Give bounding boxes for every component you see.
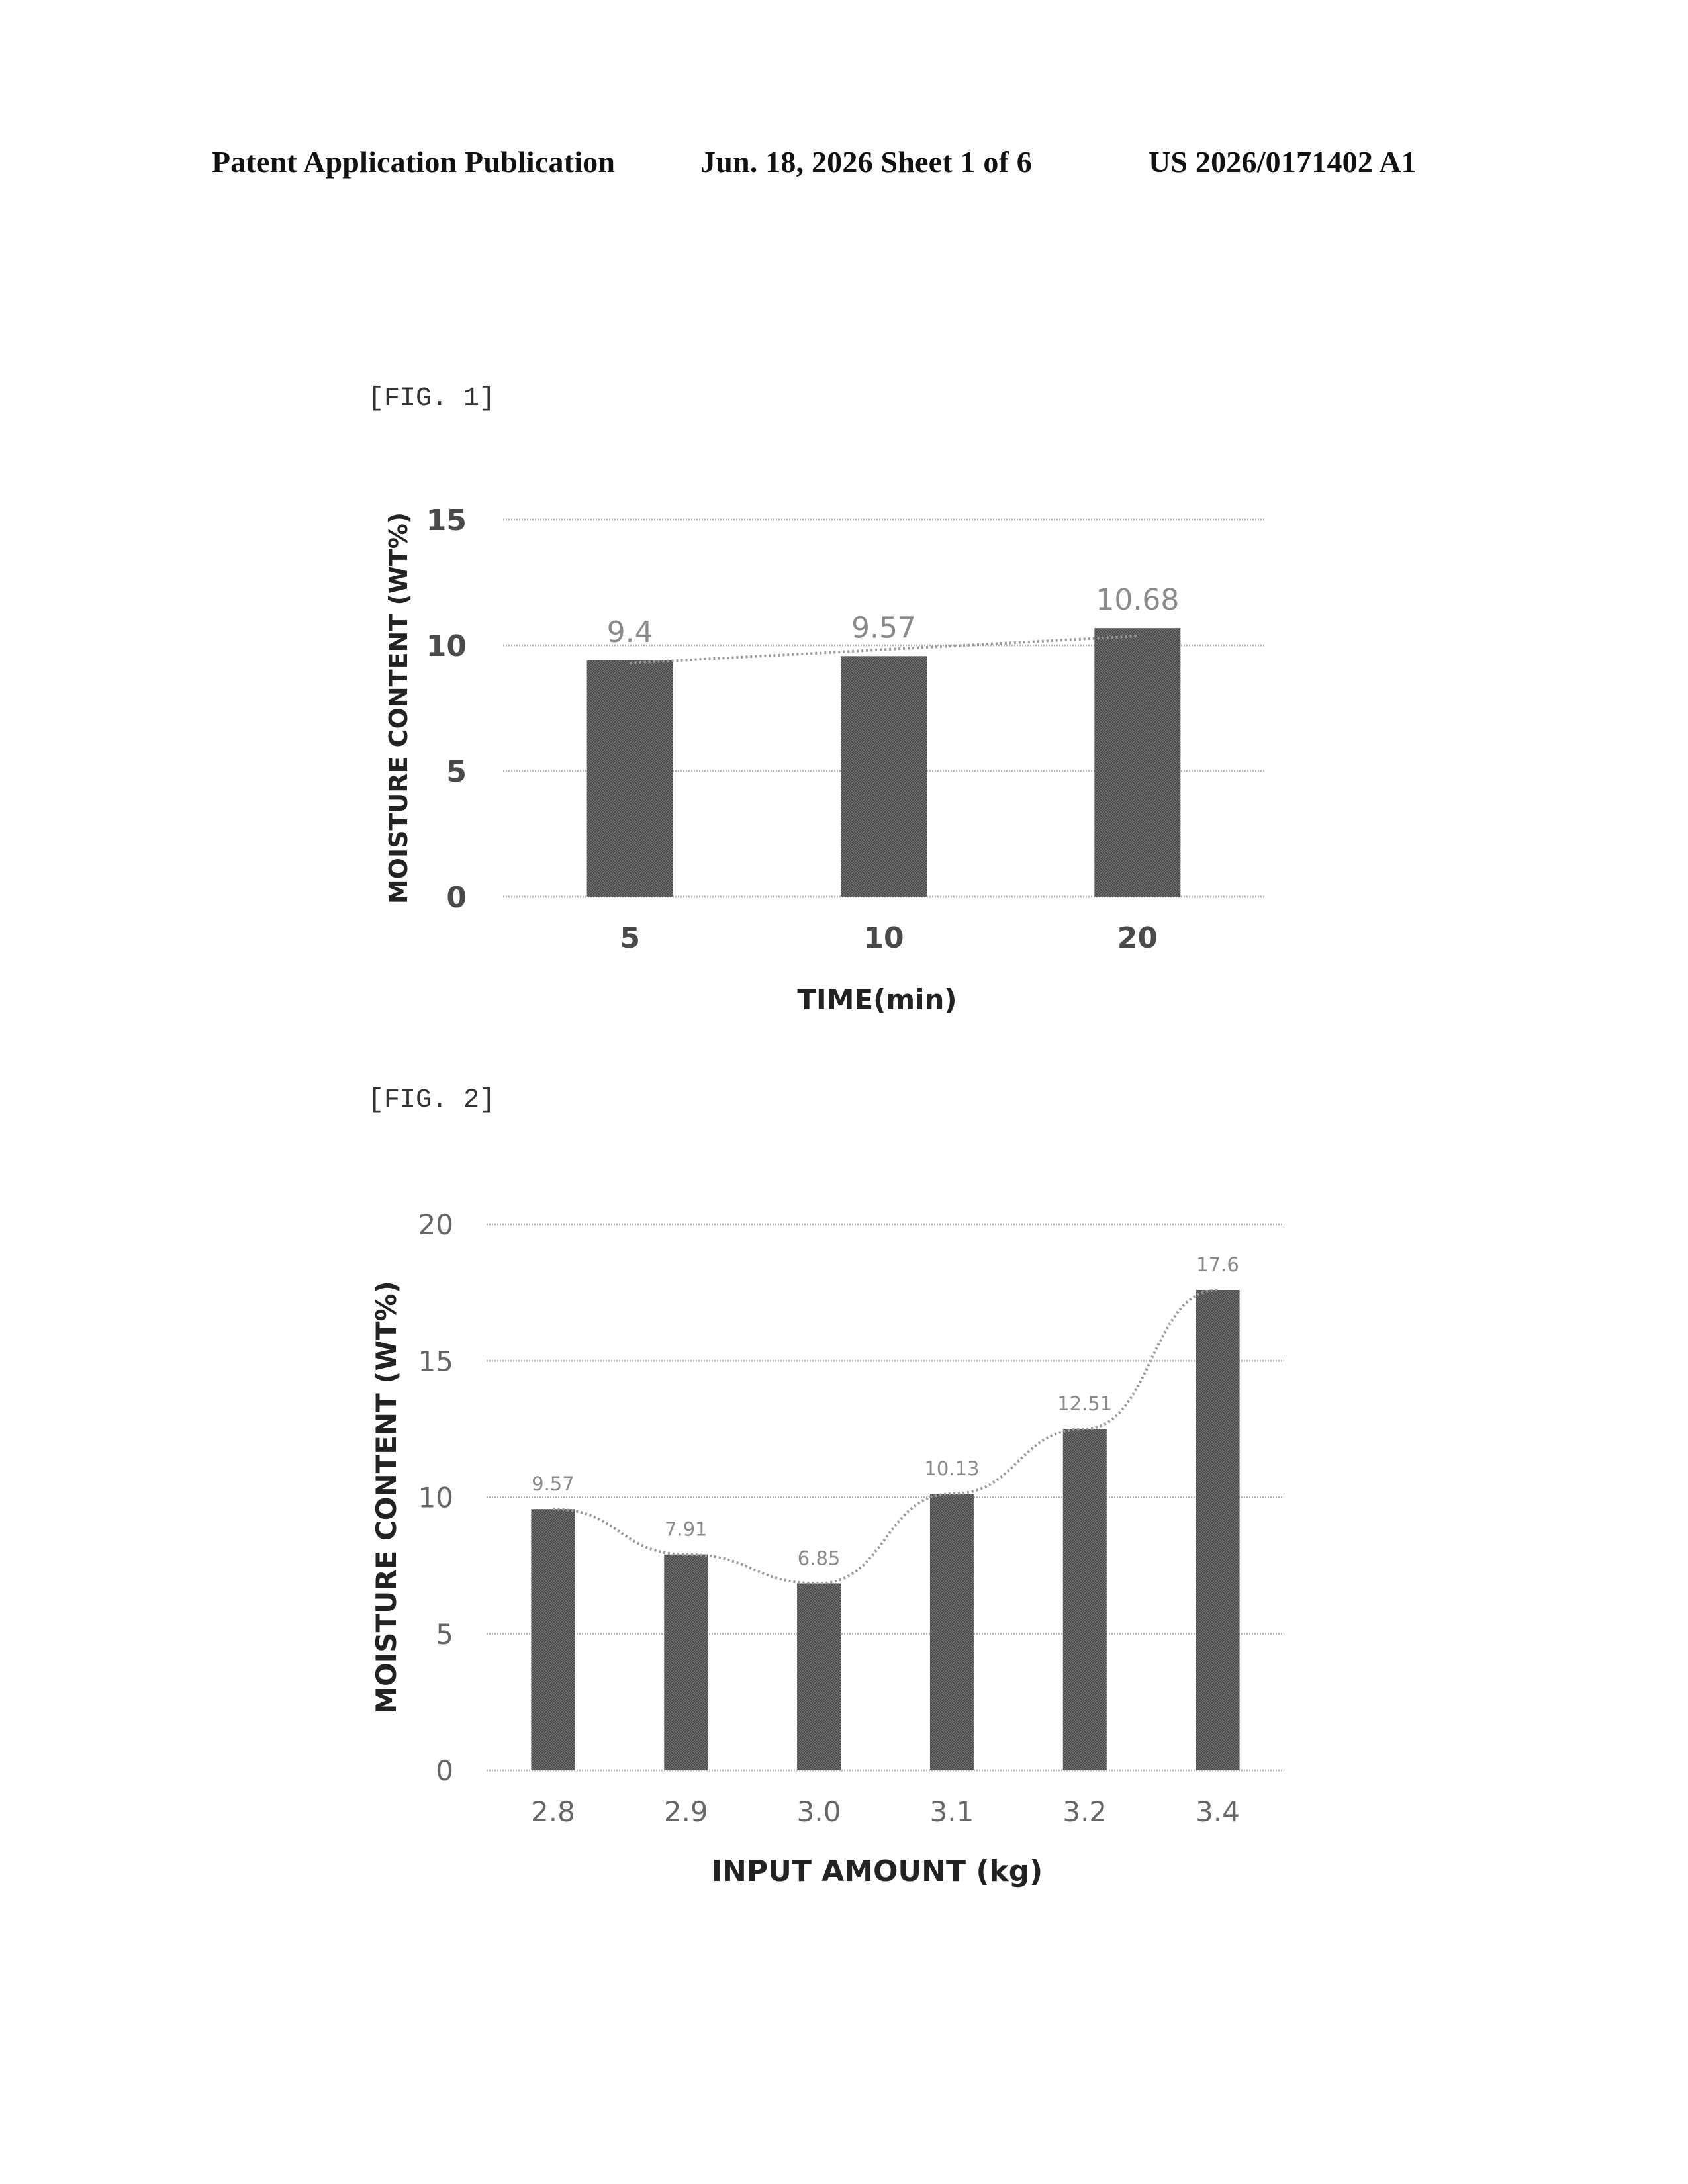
fig2-bar xyxy=(797,1583,841,1770)
fig1-label: [FIG. 1] xyxy=(368,384,496,414)
fig2-x-tick-label: 2.9 xyxy=(664,1796,708,1828)
fig1-bar xyxy=(586,660,673,897)
fig2-value-label: 17.6 xyxy=(1196,1253,1239,1276)
fig1-y-tick-label: 10 xyxy=(426,629,467,663)
fig2-trendline xyxy=(553,1289,1218,1585)
fig1-y-tick-label: 5 xyxy=(446,755,467,789)
fig2-x-tick-label: 3.4 xyxy=(1196,1796,1240,1828)
fig1-x-tick-label: 20 xyxy=(1117,921,1158,955)
fig2-y-tick-label: 10 xyxy=(418,1482,453,1514)
fig1-value-label: 9.4 xyxy=(607,615,653,649)
fig1-x-tick-label: 10 xyxy=(863,921,904,955)
fig2-value-label: 6.85 xyxy=(798,1547,841,1569)
patent-number: US 2026/0171402 A1 xyxy=(1149,145,1417,179)
fig2-x-tick-label: 3.1 xyxy=(930,1796,974,1828)
fig1-x-tick-label: 5 xyxy=(620,921,640,955)
fig2-bar xyxy=(531,1509,575,1770)
fig2-bar xyxy=(1062,1428,1107,1770)
fig2-y-tick-label: 20 xyxy=(418,1208,453,1241)
fig1-value-label: 9.57 xyxy=(851,611,916,645)
fig1-y-tick-label: 15 xyxy=(426,504,467,537)
fig2-label: [FIG. 2] xyxy=(368,1085,496,1115)
fig2-x-tick-label: 2.8 xyxy=(531,1796,575,1828)
fig2-y-tick-label: 0 xyxy=(436,1754,453,1787)
fig1-x-axis-title: TIME(min) xyxy=(797,983,957,1016)
fig1-trendline xyxy=(630,635,1138,664)
fig2-bar xyxy=(929,1494,974,1770)
fig1-bar xyxy=(1094,628,1181,897)
fig2-y-axis-title: MOISTURE CONTENT (WT%) xyxy=(370,1281,402,1714)
fig2-x-axis-title: INPUT AMOUNT (kg) xyxy=(712,1854,1043,1888)
fig2-y-tick-label: 15 xyxy=(418,1345,453,1377)
publication-label: Patent Application Publication xyxy=(212,145,616,179)
fig2-x-tick-label: 3.0 xyxy=(797,1796,841,1828)
fig2-bar xyxy=(664,1554,708,1770)
fig2-value-label: 12.51 xyxy=(1057,1392,1112,1415)
fig2-bar xyxy=(1196,1290,1240,1770)
fig1-value-label: 10.68 xyxy=(1096,583,1179,617)
fig2-value-label: 9.57 xyxy=(532,1473,575,1495)
fig2-value-label: 7.91 xyxy=(665,1518,708,1541)
fig1-chart: 0 5 10 15 9.4 5 9.57 10 10.68 20 TIME(min) MOISTURE… xyxy=(384,504,1264,1016)
fig2-x-tick-label: 3.2 xyxy=(1062,1796,1107,1828)
fig2-value-label: 10.13 xyxy=(924,1457,979,1480)
fig2-chart: 0 5 10 15 20 9.57 2.8 7.91 2.9 6.85 3.0 10.13 3.1 12.… xyxy=(370,1208,1284,1888)
fig2-y-tick-label: 5 xyxy=(436,1618,453,1651)
fig1-y-tick-label: 0 xyxy=(446,881,467,915)
date-sheet-label: Jun. 18, 2026 Sheet 1 of 6 xyxy=(700,145,1033,179)
fig1-y-axis-title: MOISTURE CONTENT (WT%) xyxy=(384,512,413,904)
fig1-bar xyxy=(841,656,927,897)
